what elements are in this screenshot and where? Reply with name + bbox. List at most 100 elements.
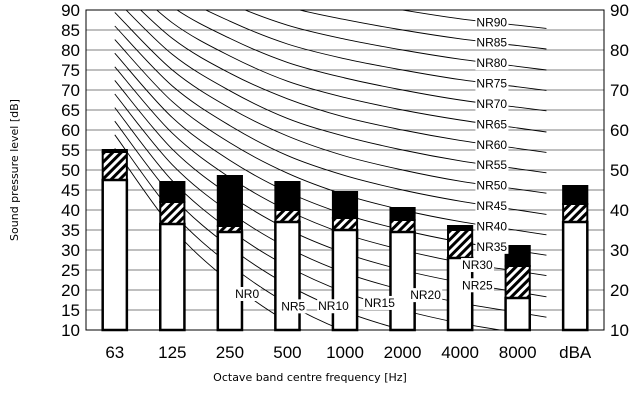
nr-curve-label-bg [461, 278, 495, 293]
bar-hatched [562, 203, 589, 223]
bar-hatched [274, 209, 301, 223]
nr-curve-label: NR20 [410, 288, 441, 302]
bar-upper [216, 175, 243, 227]
x-tick-label: 1000 [326, 343, 364, 362]
nr-curve-label-bg [317, 299, 351, 314]
nr-curve-label: NR25 [462, 278, 493, 292]
x-axis-ticks: 63 125 250 500 1000 2000 4000 8000 dBA [105, 343, 592, 362]
y-tick-label-right: 60 [610, 121, 629, 140]
nr-curve-label: NR0 [235, 287, 259, 301]
y-tick-label-left: 85 [61, 21, 80, 40]
y-tick-label-right: 40 [610, 201, 629, 220]
bar-base [158, 222, 186, 332]
bar-base [331, 228, 359, 332]
nr-curve-label: NR90 [476, 15, 507, 29]
bar-base [389, 230, 416, 332]
x-tick-label: 4000 [441, 343, 479, 362]
nr-curve-label: NR35 [476, 240, 507, 254]
nr-curve-label: NR60 [476, 138, 507, 152]
y-tick-label-right: 90 [610, 1, 629, 20]
bar-hatched [331, 217, 359, 231]
plot-frame [85, 9, 605, 331]
y-tick-label-left: 35 [61, 221, 80, 240]
x-tick-label: 63 [105, 343, 124, 362]
y-tick-label-left: 40 [61, 201, 80, 220]
x-tick-label: 125 [158, 343, 186, 362]
nr-curve-label-bg [475, 178, 509, 193]
y-axis-right-ticks: 10 20 30 40 50 60 70 80 90 [610, 1, 629, 340]
y-tick-label-left: 75 [61, 61, 80, 80]
nr-curve-label: NR65 [476, 117, 507, 131]
bar-base [504, 296, 532, 332]
nr-curve-label-bg [475, 76, 509, 91]
y-tick-label-right: 20 [610, 281, 629, 300]
y-tick-label-left: 80 [61, 41, 80, 60]
nr-curve-label-bg [475, 15, 509, 30]
nr-curve-label-bg [475, 137, 509, 152]
y-axis-title: Sound pressure level [dB] [8, 99, 21, 241]
nr-curve-label-bg [475, 219, 509, 234]
nr-curve-label: NR40 [476, 219, 507, 233]
nr-curve-label-bg [475, 117, 509, 132]
nr-curve-label-bg [363, 295, 397, 310]
nr-curve-label: NR45 [476, 199, 507, 213]
y-tick-label-left: 70 [61, 81, 80, 100]
bar-base [561, 220, 589, 332]
y-tick-label-left: 20 [61, 281, 80, 300]
bar-base [216, 230, 244, 332]
bar-upper [504, 245, 531, 267]
y-tick-label-left: 25 [61, 261, 80, 280]
nr-curve-label-bg [475, 35, 509, 50]
nr-curve-label: NR80 [476, 56, 507, 70]
nr-curve-label-bg [475, 158, 509, 173]
nr-curve-label: NR85 [476, 36, 507, 50]
x-axis-title: Octave band centre frequency [Hz] [213, 371, 407, 384]
bar-hatched [101, 151, 128, 181]
bar-base [274, 220, 301, 332]
y-tick-label-right: 30 [610, 241, 629, 260]
nr-curve-label: NR5 [281, 299, 305, 313]
nr-curve-label-bg [475, 199, 509, 214]
y-tick-label-left: 65 [61, 101, 80, 120]
nr-curve-label: NR70 [476, 97, 507, 111]
bar-upper [274, 181, 301, 211]
nr-curve-labels: NR35 NR40 NR45 NR50 NR55 NR60 NR65 NR70 NR75 NR80… [234, 15, 509, 314]
y-tick-label-left: 90 [61, 1, 80, 20]
y-tick-label-left: 50 [61, 161, 80, 180]
nr-curve-label-bg [409, 288, 443, 303]
bar-hatched [447, 229, 474, 259]
nr-curve-label: NR50 [476, 179, 507, 193]
nr-curve-label: NR10 [318, 299, 349, 313]
y-tick-label-left: 15 [61, 301, 80, 320]
y-tick-label-right: 50 [610, 161, 629, 180]
y-tick-label-left: 60 [61, 121, 80, 140]
nr-curve-label: NR75 [476, 77, 507, 91]
x-tick-label: 500 [273, 343, 301, 362]
y-tick-label-right: 80 [610, 41, 629, 60]
nr-curve-label: NR15 [364, 296, 395, 310]
y-tick-label-left: 55 [61, 141, 80, 160]
bar-upper [389, 207, 416, 221]
bar-upper [159, 181, 186, 203]
x-tick-label: 2000 [384, 343, 422, 362]
bar-hatched [504, 265, 531, 299]
x-tick-label: dBA [559, 343, 592, 362]
y-tick-label-left: 10 [61, 321, 80, 340]
nr-curve-label: NR55 [476, 158, 507, 172]
nr-curve-label: NR30 [462, 258, 493, 272]
bar-base [101, 178, 129, 332]
nr-curve-label-bg [234, 287, 261, 301]
x-tick-label: 8000 [499, 343, 537, 362]
bar-hatched [159, 201, 186, 225]
bar-upper [331, 191, 359, 219]
x-tick-label: 250 [216, 343, 244, 362]
bar-upper [562, 185, 589, 205]
y-tick-label-right: 70 [610, 81, 629, 100]
nr-curve-label-bg [280, 299, 307, 314]
y-tick-label-left: 30 [61, 241, 80, 260]
bars [101, 149, 589, 332]
bar-hatched [389, 219, 416, 233]
nr-curve-label-bg [475, 56, 509, 71]
